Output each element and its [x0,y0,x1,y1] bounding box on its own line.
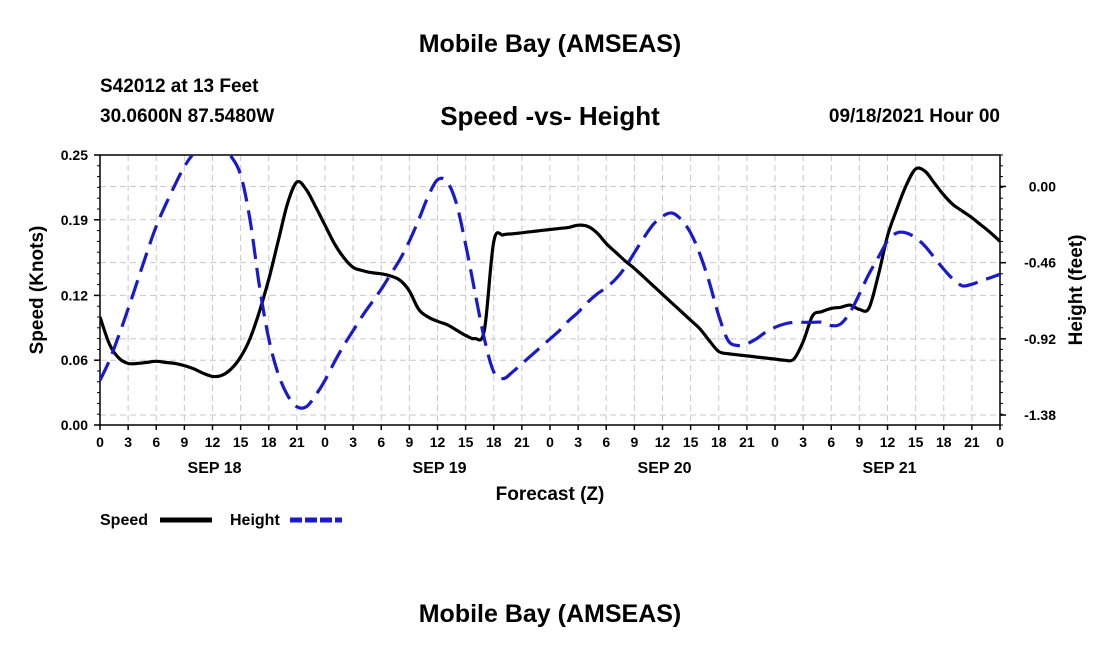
x-axis-tick-label: 21 [289,434,305,450]
legend-label-speed: Speed [100,512,148,529]
x-axis-tick-label: 6 [152,434,160,450]
x-axis-day-label: SEP 19 [413,460,467,477]
legend-label-height: Height [230,512,280,529]
x-axis-tick-label: 3 [799,434,807,450]
x-axis-tick-label: 0 [996,434,1004,450]
x-axis-tick-label: 9 [180,434,188,450]
x-axis-day-label: SEP 18 [188,460,242,477]
left-axis-tick-label: 0.12 [61,287,88,303]
x-axis-tick-label: 15 [908,434,924,450]
x-axis-tick-label: 6 [827,434,835,450]
x-axis-tick-label: 9 [855,434,863,450]
x-axis-tick-label: 3 [124,434,132,450]
height-series-line [100,155,1000,410]
x-axis-tick-label: 18 [936,434,952,450]
x-axis-tick-label: 0 [771,434,779,450]
chart-title: Speed -vs- Height [440,101,660,131]
left-axis-tick-label: 0.06 [61,352,88,368]
left-axis-tick-label: 0.19 [61,212,88,228]
right-axis-title: Height (feet) [1066,235,1087,346]
x-axis-tick-label: 15 [683,434,699,450]
x-axis-tick-label: 12 [205,434,221,450]
left-axis-title: Speed (Knots) [27,226,48,355]
right-axis-tick-label: 0.00 [1029,178,1056,194]
right-axis-tick-label: -0.92 [1024,331,1056,347]
x-axis-day-label: SEP 20 [638,460,692,477]
right-axis-tick-label: -0.46 [1024,255,1056,271]
x-axis-tick-label: 0 [96,434,104,450]
coordinates-label: 30.0600N 87.5480W [100,106,275,127]
x-axis-tick-label: 21 [964,434,980,450]
forecast-datetime: 09/18/2021 Hour 00 [828,106,1000,127]
station-label: S42012 at 13 Feet [100,76,259,97]
x-axis-tick-label: 21 [514,434,530,450]
left-axis-tick-label: 0.00 [61,417,88,433]
left-axis-tick-label: 0.25 [61,147,88,163]
x-axis-tick-label: 3 [574,434,582,450]
x-axis-tick-label: 6 [377,434,385,450]
x-axis-tick-label: 12 [655,434,671,450]
page-title: Mobile Bay (AMSEAS) [418,30,682,58]
x-axis-tick-label: 18 [261,434,277,450]
x-axis-tick-label: 15 [458,434,474,450]
speed-series-line [100,166,1000,379]
footer-title: Mobile Bay (AMSEAS) [418,600,682,628]
x-axis-title: Forecast (Z) [496,484,605,505]
x-axis-tick-label: 21 [739,434,755,450]
x-axis-tick-label: 18 [486,434,502,450]
x-axis-tick-label: 6 [602,434,610,450]
x-axis-tick-label: 18 [711,434,727,450]
x-axis-tick-label: 0 [321,434,329,450]
right-axis-tick-label: -1.38 [1024,407,1056,423]
x-axis-tick-label: 3 [349,434,357,450]
x-axis-tick-label: 15 [233,434,249,450]
x-axis-day-label: SEP 21 [863,460,917,477]
x-axis-tick-label: 0 [546,434,554,450]
x-axis-tick-label: 9 [405,434,413,450]
x-axis-tick-label: 12 [430,434,446,450]
x-axis-tick-label: 12 [880,434,896,450]
x-axis-tick-label: 9 [630,434,638,450]
